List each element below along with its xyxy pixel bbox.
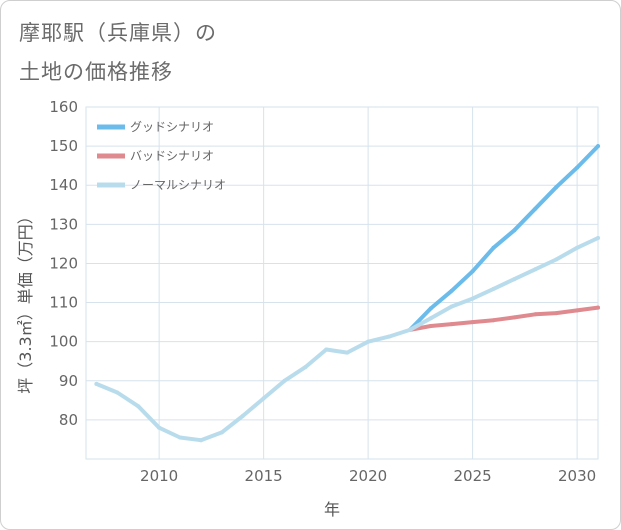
series-point-3 [115,390,120,395]
y-tick-label: 160 [49,98,78,116]
y-tick-label: 130 [49,215,78,233]
series-point-3 [94,381,99,386]
legend-label: ノーマルシナリオ [130,178,226,192]
y-tick-label: 80 [59,411,78,429]
series-point-3 [512,277,517,282]
x-tick-label: 2030 [558,467,596,485]
series-point-2 [491,318,496,323]
legend-label: グッドシナリオ [130,120,214,134]
series-point-3 [136,404,141,409]
y-tick-label: 140 [49,176,78,194]
series-point-3 [407,327,412,332]
series-point-3 [428,316,433,321]
y-axis-title: 坪（3.3㎡）単価（万円） [16,208,35,393]
y-tick-label: 150 [49,137,78,155]
y-tick-label: 120 [49,254,78,272]
series-point-3 [240,414,245,418]
series-point-3 [303,365,308,370]
series-line-2 [407,305,600,332]
series-point-3 [324,347,329,352]
x-tick-label: 2015 [245,467,283,485]
x-tick-label: 2010 [140,467,178,485]
y-tick-label: 90 [59,372,78,390]
series-point-3 [219,430,224,435]
series-point-3 [387,334,391,339]
x-tick-label: 2020 [349,467,387,485]
series-point-2 [554,311,559,316]
series-point-3 [282,378,287,383]
series-point-3 [261,396,266,401]
series-point-3 [554,257,559,262]
legend-label: バッドシナリオ [130,149,214,163]
series-point-1 [533,206,538,211]
series-point-3 [366,339,371,344]
series-point-2 [428,324,433,328]
series-line-3 [94,236,600,443]
series-point-1 [491,245,496,250]
series-point-1 [428,306,433,311]
chart-title-line1: 摩耶駅（兵庫県）の [19,21,217,45]
x-axis-title: 年 [324,500,340,519]
series-point-3 [470,296,475,301]
series-line-1 [407,144,600,332]
series-layer [94,144,600,443]
y-tick-label: 110 [49,294,78,312]
series-point-3 [178,435,182,440]
x-tick-label: 2025 [454,467,492,485]
series-point-1 [512,228,517,233]
axes: 80 90 100 110 120 130 140 150 160 2010 2015 2020 202… [49,98,596,485]
series-point-1 [554,185,559,190]
series-point-1 [470,269,475,274]
series-point-2 [533,312,538,317]
series-point-3 [533,267,538,272]
y-tick-label: 100 [49,333,78,351]
series-point-2 [470,320,475,325]
series-point-3 [575,245,580,250]
series-point-3 [491,286,496,291]
series-point-2 [596,305,600,310]
series-point-2 [575,308,580,313]
series-point-1 [596,144,600,149]
series-point-3 [345,350,350,355]
series-point-2 [449,322,454,327]
series-point-3 [596,236,600,240]
series-point-3 [198,438,203,443]
series-point-1 [449,288,454,293]
series-point-3 [449,304,454,309]
chart-title-line2: 土地の価格推移 [19,60,173,84]
series-point-3 [157,425,162,430]
series-point-2 [512,315,517,320]
series-point-1 [575,165,580,170]
